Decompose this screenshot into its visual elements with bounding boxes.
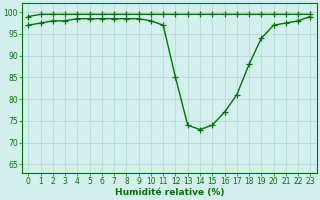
X-axis label: Humidité relative (%): Humidité relative (%) [115, 188, 224, 197]
